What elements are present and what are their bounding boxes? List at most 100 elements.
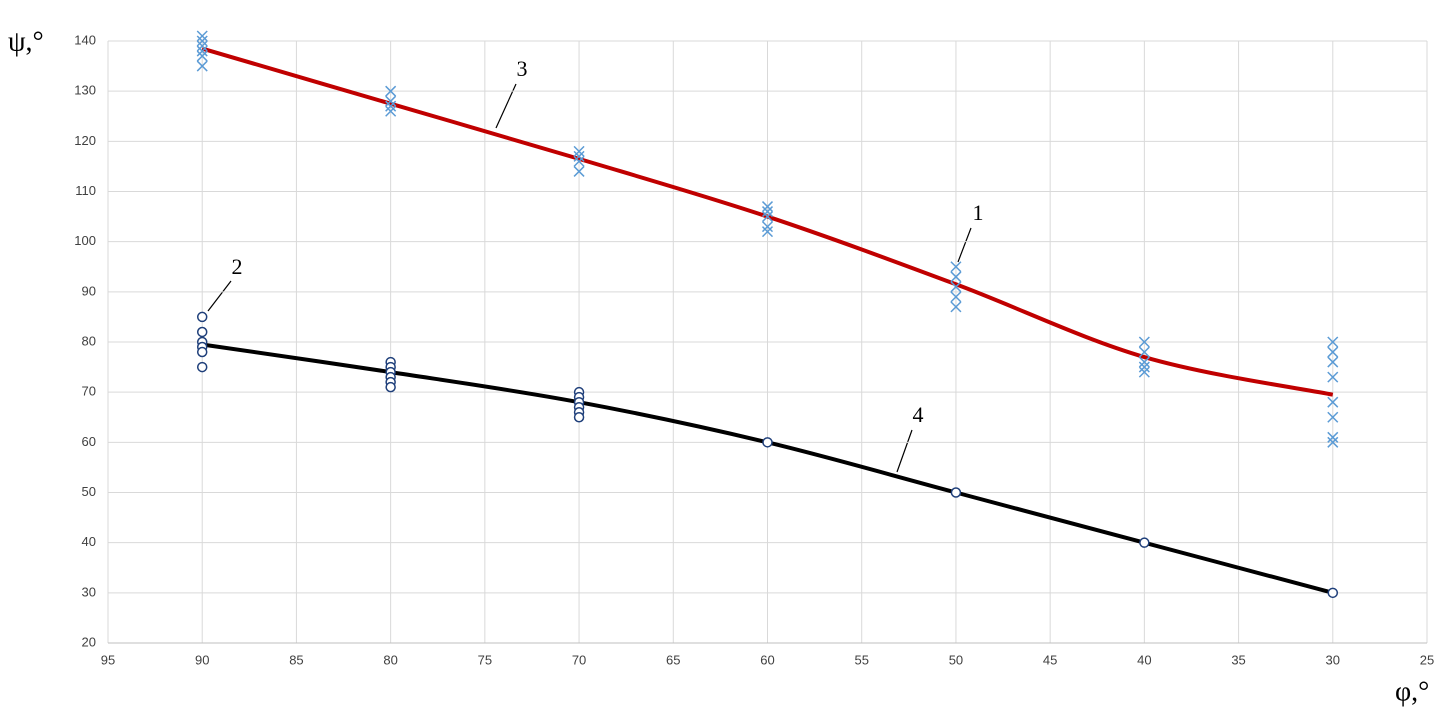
cross-stroke: [950, 301, 962, 313]
leader-line: [495, 83, 517, 129]
cross-marker: [950, 291, 962, 303]
series-label: 4: [913, 402, 924, 427]
cross-marker: [1138, 366, 1150, 378]
cross-marker: [1327, 431, 1339, 443]
x-axis-title: φ,°: [1395, 676, 1429, 707]
x-tick-label: 35: [1231, 652, 1245, 667]
cross-marker: [573, 150, 585, 162]
cross-stroke: [1138, 361, 1150, 373]
circle-marker: [196, 326, 208, 338]
cross-marker: [1327, 356, 1339, 368]
x-tick-label: 45: [1043, 652, 1057, 667]
cross-stroke: [196, 60, 208, 72]
cross-stroke: [1138, 366, 1150, 378]
cross-stroke: [1327, 396, 1339, 408]
cross-stroke: [761, 221, 774, 233]
cross-stroke: [1138, 346, 1150, 358]
cross-stroke: [1327, 431, 1339, 443]
cross-marker: [1327, 396, 1339, 408]
cross-stroke: [196, 45, 208, 57]
cross-stroke: [1327, 411, 1339, 423]
cross-marker: [1327, 346, 1339, 358]
leader-line: [207, 280, 232, 312]
y-tick-label: 70: [82, 384, 96, 399]
cross-marker: [950, 301, 962, 313]
y-tick-label: 130: [74, 83, 96, 98]
cross-stroke: [761, 226, 774, 238]
y-tick-label: 100: [74, 233, 96, 248]
cross-marker: [761, 211, 774, 223]
cross-marker: [1327, 436, 1339, 448]
cross-stroke: [196, 30, 208, 42]
cross-marker: [1138, 346, 1150, 358]
cross-marker: [196, 50, 208, 62]
y-axis-title: ψ,°: [8, 26, 44, 57]
circle-marker: [196, 361, 208, 373]
cross-stroke: [573, 165, 585, 177]
cross-marker: [1138, 356, 1150, 368]
cross-stroke: [950, 291, 962, 303]
x-tick-label: 85: [289, 652, 303, 667]
cross-stroke: [950, 271, 962, 283]
x-tick-label: 55: [854, 652, 868, 667]
cross-stroke: [1327, 436, 1339, 448]
y-tick-label: 30: [82, 584, 96, 599]
cross-stroke: [950, 281, 962, 293]
circle-marker: [385, 381, 396, 393]
cross-stroke: [1327, 371, 1339, 383]
cross-marker: [385, 95, 397, 107]
cross-stroke: [385, 85, 397, 97]
cross-stroke: [385, 100, 397, 112]
cross-stroke: [1138, 336, 1150, 348]
cross-marker: [1327, 411, 1339, 423]
cross-marker: [196, 30, 208, 42]
cross-marker: [573, 145, 585, 157]
x-tick-label: 60: [760, 652, 774, 667]
circle-marker: [196, 346, 208, 358]
y-tick-label: 80: [82, 333, 96, 348]
grid: [107, 40, 1428, 644]
cross-marker: [573, 165, 585, 177]
circle-marker: [950, 487, 962, 498]
circle-marker: [1139, 537, 1150, 548]
cross-stroke: [1327, 356, 1339, 368]
circle-marker: [1327, 587, 1339, 599]
cross-stroke: [573, 155, 585, 167]
circle-marker: [762, 437, 773, 448]
y-tick-label: 40: [82, 534, 96, 549]
cross-marker: [761, 201, 774, 213]
cross-stroke: [1327, 346, 1339, 358]
cross-stroke: [573, 150, 585, 162]
x-tick-label: 75: [478, 652, 492, 667]
cross-stroke: [761, 201, 774, 213]
cross-marker: [950, 281, 962, 293]
cross-marker: [1138, 336, 1150, 348]
cross-stroke: [761, 206, 774, 218]
x-tick-label: 70: [572, 652, 586, 667]
cross-marker: [385, 85, 397, 97]
leader-line: [896, 429, 913, 473]
cross-stroke: [950, 261, 962, 273]
x-tick-label: 95: [101, 652, 115, 667]
cross-stroke: [385, 95, 397, 107]
series-label: 1: [973, 200, 984, 225]
y-tick-label: 110: [75, 183, 96, 198]
x-tick-label: 50: [949, 652, 963, 667]
cross-stroke: [196, 35, 208, 47]
cross-stroke: [385, 105, 397, 117]
series-label: 3: [517, 56, 528, 81]
cross-marker: [196, 45, 208, 57]
x-tick-label: 65: [666, 652, 680, 667]
cross-stroke: [1138, 356, 1150, 368]
cross-marker: [950, 271, 962, 283]
cross-marker: [1138, 361, 1150, 373]
cross-marker: [950, 261, 962, 273]
cross-marker: [761, 226, 774, 238]
x-tick-label: 25: [1420, 652, 1434, 667]
cross-stroke: [196, 40, 208, 52]
cross-stroke: [196, 50, 208, 62]
x-tick-label: 30: [1326, 652, 1340, 667]
y-tick-label: 140: [74, 32, 96, 47]
cross-stroke: [573, 145, 585, 157]
cross-marker: [1327, 336, 1339, 348]
